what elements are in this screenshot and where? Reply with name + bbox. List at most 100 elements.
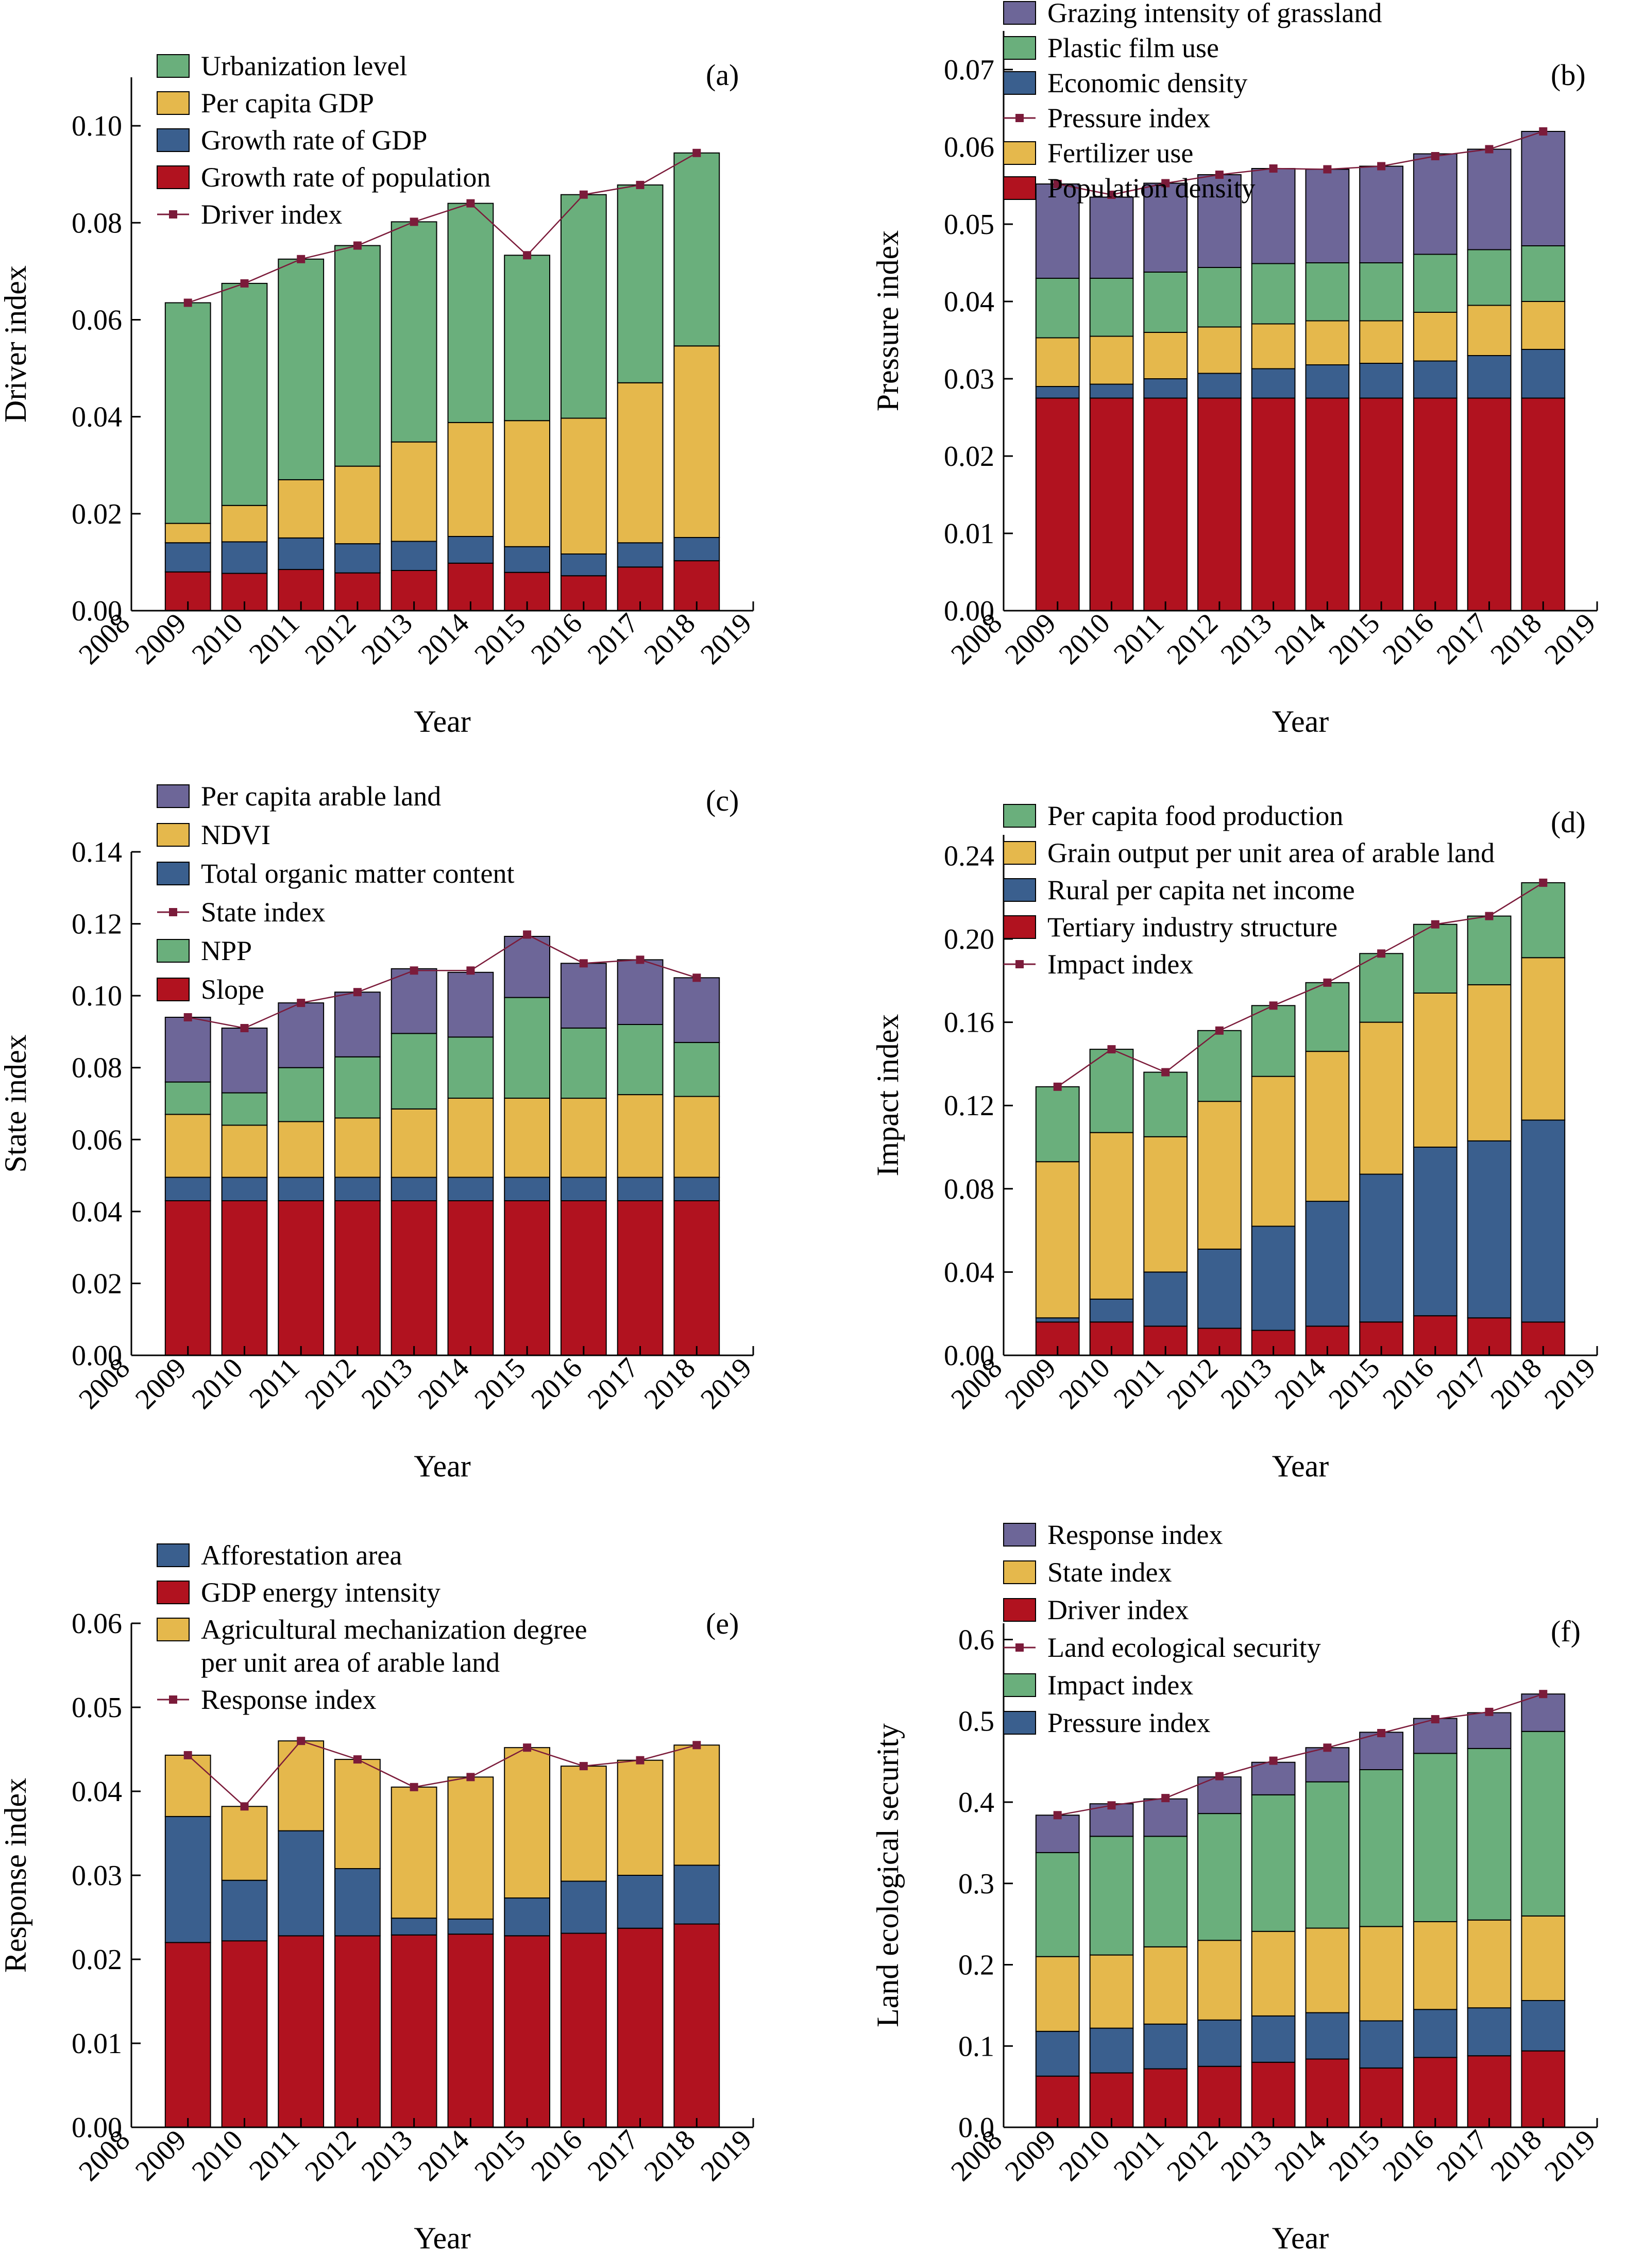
- x-tick-label: 2009: [129, 1352, 193, 1415]
- index-point: [1377, 1729, 1386, 1737]
- bar-segment: [673, 1041, 720, 1097]
- bar-segment: [334, 1868, 381, 1937]
- index-point: [692, 148, 701, 157]
- bar-segment: [1467, 2055, 1512, 2128]
- x-tick-label: 2010: [186, 2124, 249, 2187]
- bar-segment: [1359, 1926, 1403, 2022]
- legend-label: Driver index: [1047, 1594, 1189, 1625]
- legend-swatch: [1003, 841, 1036, 865]
- legend-label: Per capita arable land: [201, 781, 441, 812]
- x-tick-label: 2014: [1269, 2124, 1332, 2187]
- bar-segment: [334, 543, 381, 574]
- index-point: [1431, 1715, 1439, 1724]
- bar-segment: [617, 184, 664, 383]
- index-point: [1269, 1001, 1278, 1010]
- bar-segment: [504, 1935, 551, 2128]
- bar-segment: [1359, 165, 1403, 263]
- bar-segment: [334, 1200, 381, 1356]
- y-tick-label: 0.00: [72, 2112, 122, 2144]
- chart-panel: 0.000.020.040.060.080.102008200920102011…: [0, 51, 758, 738]
- x-tick-label: 2012: [299, 1352, 362, 1415]
- y-axis-title: Response index: [0, 1778, 32, 1973]
- y-tick-label: 0.01: [72, 2028, 122, 2060]
- bar-segment: [1251, 168, 1296, 264]
- x-tick-label: 2008: [945, 2124, 1008, 2187]
- index-point: [1161, 1068, 1170, 1077]
- legend-label: Total organic matter content: [201, 858, 515, 889]
- y-tick-label: 0.08: [72, 1052, 122, 1084]
- bar-segment: [1251, 1225, 1296, 1331]
- x-tick-label: 2012: [299, 2124, 362, 2187]
- bar-segment: [221, 1092, 268, 1126]
- bar-segment: [617, 1759, 664, 1876]
- bar-segment: [334, 1935, 381, 2128]
- index-line: [1057, 1693, 1544, 1816]
- legend-marker: [169, 1695, 177, 1704]
- index-point: [240, 279, 249, 288]
- index-point: [636, 955, 645, 964]
- index-point: [692, 973, 701, 982]
- x-tick-label: 2009: [999, 1352, 1062, 1415]
- legend-swatch: [1003, 915, 1036, 939]
- y-axis-title: Impact index: [871, 1014, 905, 1177]
- bar-segment: [1521, 245, 1566, 302]
- bar-segment: [1413, 993, 1457, 1148]
- x-tick-label: 2009: [999, 607, 1062, 670]
- legend-label: Fertilizer use: [1047, 138, 1193, 169]
- bar-segment: [560, 1200, 607, 1356]
- y-axis-title: Driver index: [0, 265, 32, 423]
- bar-segment: [673, 536, 720, 562]
- x-axis-title: Year: [414, 1449, 471, 1483]
- bar-segment: [1251, 263, 1296, 325]
- bar-segment: [1197, 1813, 1242, 1941]
- bar-segment: [391, 541, 437, 571]
- y-tick-label: 0.08: [944, 1173, 994, 1205]
- index-point: [1053, 1082, 1062, 1091]
- bar-segment: [1305, 1781, 1350, 1929]
- y-tick-label: 0.1: [958, 2030, 994, 2062]
- bar-segment: [1467, 397, 1512, 611]
- index-point: [1107, 191, 1116, 199]
- bar-segment: [1089, 196, 1134, 279]
- bar-segment: [504, 936, 551, 998]
- bar-segment: [221, 1028, 268, 1094]
- chart-panel: 0.000.020.040.060.080.100.120.1420082009…: [0, 781, 758, 1483]
- x-tick-label: 2018: [1484, 607, 1548, 670]
- bar-segment: [504, 1897, 551, 1937]
- bar-segment: [1521, 1915, 1566, 2001]
- bar-segment: [164, 542, 211, 573]
- bar-segment: [504, 420, 551, 547]
- bar-segment: [1413, 2057, 1457, 2128]
- bar-segment: [1089, 1298, 1134, 1323]
- bar-segment: [1143, 332, 1188, 379]
- bar-segment: [334, 992, 381, 1057]
- bar-segment: [221, 541, 268, 574]
- legend-label: Driver index: [201, 199, 342, 230]
- x-tick-label: 2015: [1323, 1352, 1386, 1415]
- y-tick-label: 0.05: [72, 1692, 122, 1724]
- bar-segment: [1305, 1051, 1350, 1202]
- bar-segment: [1359, 320, 1403, 364]
- bar-segment: [1413, 1147, 1457, 1317]
- bar-segment: [1197, 326, 1242, 374]
- x-tick-label: 2011: [243, 607, 306, 670]
- bar-segment: [1089, 1954, 1134, 2029]
- index-point: [636, 1756, 645, 1765]
- y-tick-label: 0.00: [944, 1340, 994, 1372]
- bar-segment: [1035, 183, 1080, 279]
- index-point: [353, 1755, 362, 1764]
- y-tick-label: 0.06: [72, 304, 122, 336]
- bar-segment: [1521, 957, 1566, 1121]
- bar-segment: [1197, 397, 1242, 611]
- bar-segment: [164, 1754, 211, 1817]
- bar-segment: [447, 1934, 494, 2128]
- y-tick-label: 0.04: [72, 1196, 122, 1228]
- bar-segment: [1305, 2012, 1350, 2060]
- index-point: [1323, 165, 1332, 174]
- bar-segment: [1035, 2030, 1080, 2077]
- x-tick-label: 2019: [1538, 2124, 1602, 2187]
- x-tick-label: 2016: [1377, 607, 1440, 670]
- index-point: [1485, 912, 1494, 920]
- x-tick-label: 2011: [243, 2124, 306, 2187]
- bar-segment: [1521, 301, 1566, 350]
